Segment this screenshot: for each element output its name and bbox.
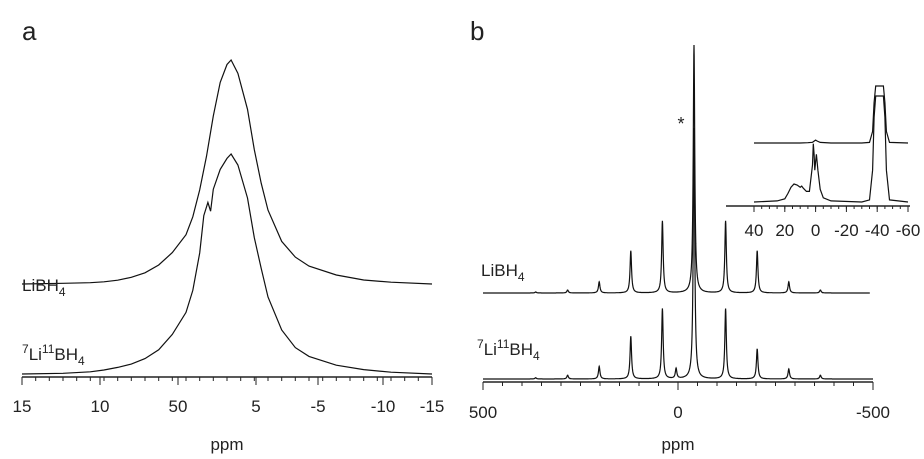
panel-a-tick-label: -5 — [310, 397, 325, 416]
inset-tick-label: -20 — [834, 221, 859, 240]
inset-trace-1 — [753, 95, 909, 203]
inset-tick-label: -60 — [896, 221, 921, 240]
panel-a-trace-1 — [21, 153, 433, 375]
panel-b-trace-0 — [483, 44, 870, 294]
panel-b-label-7li11bh4: 7Li11BH4 — [477, 337, 540, 363]
panel-b-trace-1 — [483, 127, 873, 380]
panel-a-tick-label: 10 — [91, 397, 110, 416]
panel-a-tick-label: -10 — [371, 397, 396, 416]
panel-a-tick-label: 50 — [169, 397, 188, 416]
inset-trace-0 — [754, 85, 909, 144]
panel-a-label-7li11bh4: 7Li11BH4 — [22, 342, 85, 368]
panel-b-label-libh4: LiBH4 — [481, 261, 525, 284]
panel-a: a 15 10 50 5 -5 -10 -15 ppm LiBH4 7Li11BH4 — [13, 16, 445, 454]
inset-tick-label: 20 — [775, 221, 794, 240]
panel-b-tick-label: 500 — [469, 403, 497, 422]
panel-a-tick-label: 15 — [13, 397, 32, 416]
panel-b-annotation-star: * — [677, 114, 684, 134]
panel-b-inset: 40 20 0 -20 -40 -60 — [726, 85, 921, 240]
panel-a-tick-label: 5 — [251, 397, 260, 416]
panel-b: b 500 0 -500 ppm * LiBH4 7Li11BH4 40 20 0 -20… — [469, 16, 920, 454]
panel-a-label: a — [22, 16, 37, 46]
inset-tick-label: 40 — [745, 221, 764, 240]
panel-b-xlabel: ppm — [661, 435, 694, 454]
panel-a-tick-label: -15 — [420, 397, 445, 416]
panel-a-trace-0 — [21, 58, 433, 285]
panel-a-xlabel: ppm — [210, 435, 243, 454]
panel-a-label-libh4: LiBH4 — [22, 276, 66, 299]
panel-b-tick-label: -500 — [856, 403, 890, 422]
panel-b-label: b — [470, 16, 484, 46]
panel-b-tick-label: 0 — [673, 403, 682, 422]
inset-tick-label: -40 — [865, 221, 890, 240]
inset-tick-label: 0 — [811, 221, 820, 240]
